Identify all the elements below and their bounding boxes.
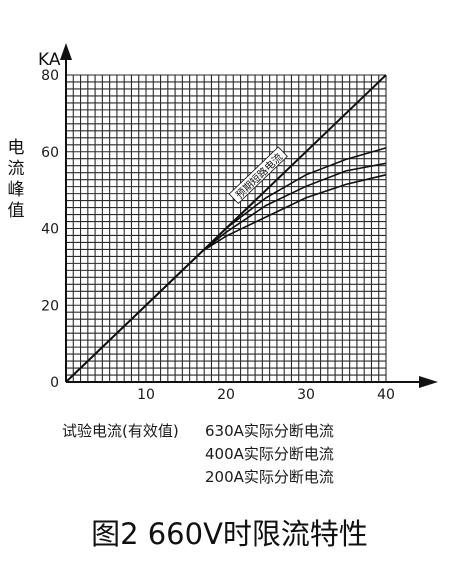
x-tick-label: 20	[217, 387, 235, 403]
legend-item-630a: 630A实际分断电流	[205, 422, 334, 440]
x-axis-label: 试验电流(有效值)	[62, 422, 179, 440]
y-axis-arrow	[60, 43, 72, 60]
x-tick-label: 30	[297, 387, 315, 403]
y-tick-label: 0	[50, 375, 59, 391]
series-label-box	[228, 146, 288, 204]
y-tick-label: 80	[41, 68, 59, 84]
series-group	[65, 74, 387, 383]
axes	[60, 43, 438, 388]
x-tick-label: 10	[137, 387, 155, 403]
legend-item-400a: 400A实际分断电流	[205, 445, 334, 463]
y-unit-label: KA	[38, 50, 61, 70]
series-line-3	[65, 174, 387, 383]
legend-item-200a: 200A实际分断电流	[205, 468, 334, 486]
y-tick-label: 20	[41, 298, 59, 314]
grid	[65, 74, 387, 383]
tick-labels: 10 20 30 40 0 20 40 60 80	[41, 68, 395, 403]
figure-caption: 图2 660V时限流特性	[91, 517, 368, 551]
y-axis-label: 电流峰值	[8, 138, 25, 221]
y-tick-label: 60	[41, 145, 59, 161]
x-axis-arrow	[419, 376, 438, 388]
x-tick-label: 40	[377, 387, 395, 403]
y-tick-label: 40	[41, 222, 59, 238]
